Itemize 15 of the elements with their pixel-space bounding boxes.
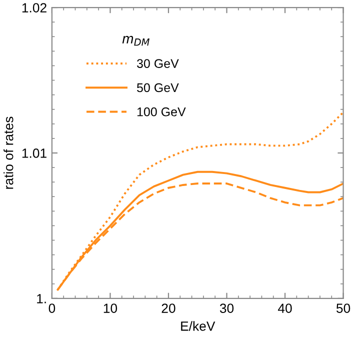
- legend-title: m$_{DM}$: [122, 36, 150, 46]
- y-axis-title: ratio of rates: [4, 116, 14, 189]
- y-tick-label: 1.: [37, 294, 46, 304]
- x-tick-label: 20: [162, 304, 176, 313]
- x-tick-label: 0: [48, 304, 56, 313]
- y-tick-label: 1.02: [22, 3, 46, 12]
- x-tick-label: 30: [220, 304, 234, 313]
- x-tick-label: 10: [104, 304, 118, 313]
- legend-label: 30 GeV: [136, 59, 179, 68]
- legend-label: 50 GeV: [137, 83, 179, 92]
- x-tick-label: 50: [336, 304, 350, 313]
- x-tick-label: 40: [278, 304, 292, 313]
- x-axis-title: E/keV: [181, 321, 216, 331]
- legend-label: 100 GeV: [137, 107, 186, 116]
- y-tick-label: 1.01: [22, 148, 46, 158]
